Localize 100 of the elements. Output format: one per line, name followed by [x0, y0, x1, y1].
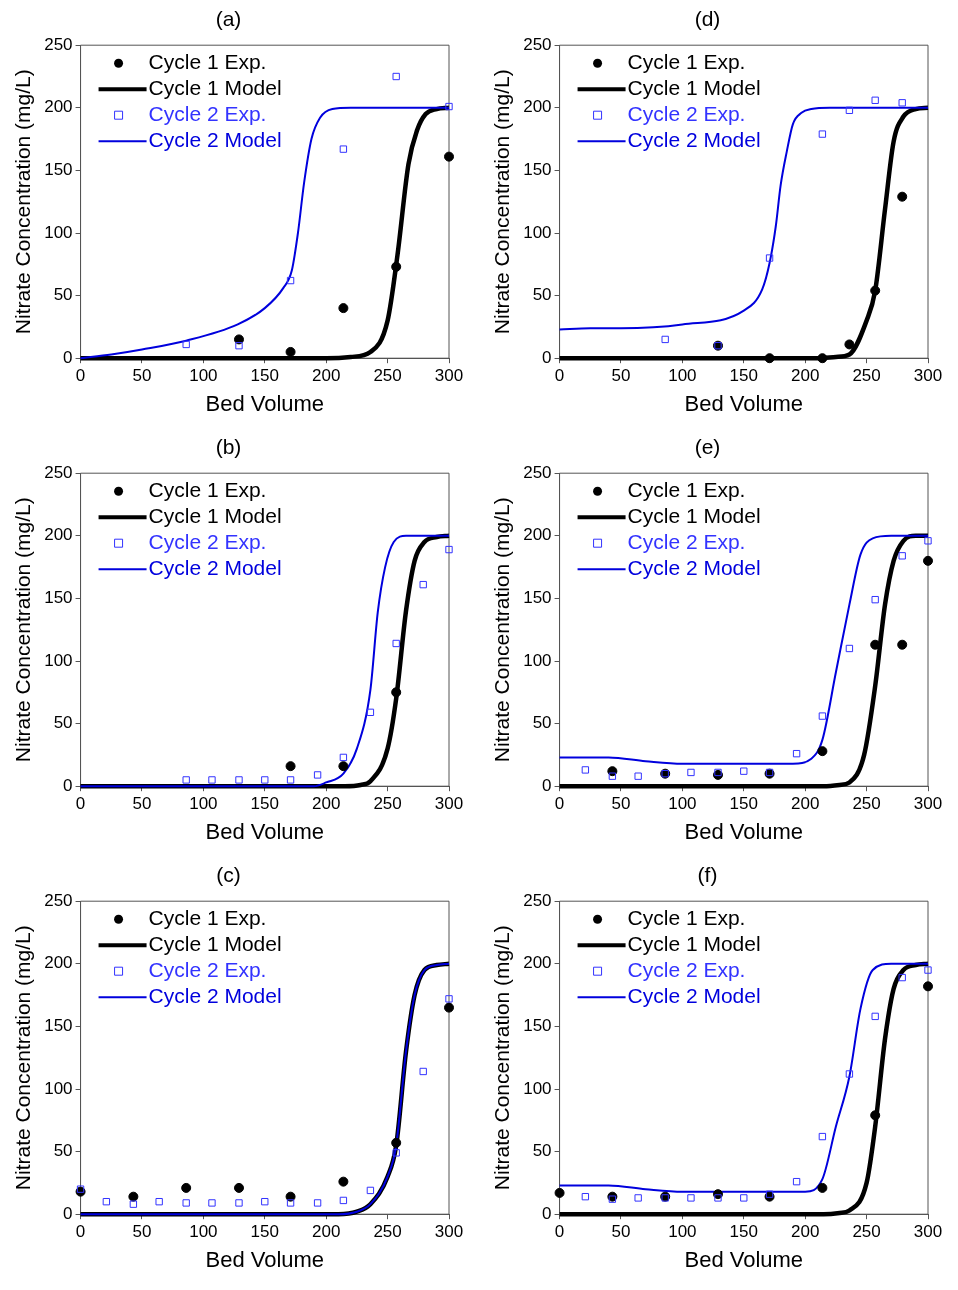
y-tick-label: 150: [44, 160, 73, 180]
y-tick-label: 50: [53, 1141, 73, 1161]
legend-label: Cycle 2 Model: [627, 556, 761, 579]
y-axis-title: Nitrate Concentration (mg/L): [490, 497, 514, 763]
y-tick-label: 250: [44, 34, 73, 54]
x-tick-label: 100: [668, 366, 697, 386]
legend-label: Cycle 2 Model: [148, 984, 282, 1007]
legend-label: Cycle 2 Exp.: [148, 530, 267, 553]
y-tick-label: 0: [63, 347, 73, 367]
y-tick-label: 150: [44, 1016, 73, 1036]
x-axis-title: Bed Volume: [205, 1246, 325, 1272]
y-tick-label: 50: [532, 713, 552, 733]
y-axis-title: Nitrate Concentration (mg/L): [11, 69, 35, 335]
x-tick-label: 100: [668, 1222, 697, 1242]
y-tick-label: 100: [523, 1078, 552, 1098]
legend-label: Cycle 2 Exp.: [148, 102, 267, 125]
legend-label: Cycle 2 Exp.: [627, 530, 746, 553]
x-axis-title: Bed Volume: [205, 390, 325, 416]
x-tick-label: 50: [611, 794, 631, 814]
x-tick-label: 200: [791, 794, 820, 814]
legend-label: Cycle 1 Exp.: [627, 478, 746, 501]
legend-label: Cycle 1 Exp.: [148, 906, 267, 929]
legend-label: Cycle 1 Model: [627, 932, 761, 955]
x-tick-label: 200: [312, 366, 341, 386]
y-tick-label: 200: [44, 525, 73, 545]
legend-label: Cycle 2 Model: [627, 128, 761, 151]
legend-label: Cycle 1 Exp.: [627, 50, 746, 73]
y-axis-title: Nitrate Concentration (mg/L): [490, 69, 514, 335]
legend-label: Cycle 2 Exp.: [627, 958, 746, 981]
x-tick-label: 300: [434, 1222, 464, 1242]
y-tick-label: 200: [523, 97, 552, 117]
x-tick-label: 50: [132, 1222, 152, 1242]
y-axis-title: Nitrate Concentration (mg/L): [490, 925, 514, 1191]
legend-label: Cycle 2 Exp.: [148, 958, 267, 981]
x-axis-title: Bed Volume: [205, 818, 325, 844]
y-tick-label: 150: [523, 160, 552, 180]
x-tick-label: 250: [373, 366, 402, 386]
legend-label: Cycle 2 Exp.: [627, 102, 746, 125]
x-tick-label: 150: [250, 366, 279, 386]
x-tick-label: 150: [250, 1222, 279, 1242]
legend-label: Cycle 1 Exp.: [148, 50, 267, 73]
y-tick-label: 100: [44, 1078, 73, 1098]
y-tick-label: 0: [542, 1203, 552, 1223]
chart-title: (c): [216, 863, 241, 887]
legend-label: Cycle 1 Model: [148, 76, 282, 99]
chart-title: (e): [694, 435, 721, 459]
x-tick-label: 200: [791, 1222, 820, 1242]
x-tick-label: 100: [189, 366, 218, 386]
y-tick-label: 0: [63, 775, 73, 795]
x-tick-label: 200: [312, 794, 341, 814]
x-tick-label: 50: [611, 366, 631, 386]
x-axis-title: Bed Volume: [684, 1246, 804, 1272]
legend-label: Cycle 1 Exp.: [627, 906, 746, 929]
y-tick-label: 250: [523, 462, 552, 482]
x-tick-label: 150: [729, 1222, 758, 1242]
x-tick-label: 300: [434, 366, 464, 386]
y-tick-label: 200: [523, 953, 552, 973]
y-tick-label: 150: [44, 588, 73, 608]
x-tick-label: 50: [611, 1222, 631, 1242]
x-tick-label: 150: [729, 366, 758, 386]
y-tick-label: 100: [44, 222, 73, 242]
y-tick-label: 250: [44, 462, 73, 482]
x-tick-label: 250: [373, 1222, 402, 1242]
legend-label: Cycle 2 Model: [148, 556, 282, 579]
y-tick-label: 150: [523, 588, 552, 608]
y-tick-label: 250: [523, 890, 552, 910]
legend-label: Cycle 1 Model: [148, 504, 282, 527]
x-tick-label: 50: [132, 366, 152, 386]
y-tick-label: 50: [532, 1141, 552, 1161]
chart-title: (f): [697, 863, 718, 887]
y-tick-label: 250: [44, 890, 73, 910]
y-tick-label: 50: [532, 285, 552, 305]
y-axis-title: Nitrate Concentration (mg/L): [11, 497, 35, 763]
x-tick-label: 300: [913, 366, 943, 386]
y-tick-label: 0: [542, 775, 552, 795]
x-axis-title: Bed Volume: [684, 390, 804, 416]
x-tick-label: 100: [189, 794, 218, 814]
x-tick-label: 250: [852, 1222, 881, 1242]
x-tick-label: 150: [729, 794, 758, 814]
legend-label: Cycle 1 Model: [627, 76, 761, 99]
x-tick-label: 250: [852, 794, 881, 814]
chart-title: (b): [215, 435, 242, 459]
y-tick-label: 200: [44, 97, 73, 117]
y-tick-label: 250: [523, 34, 552, 54]
y-tick-label: 0: [63, 1203, 73, 1223]
legend-label: Cycle 1 Model: [627, 504, 761, 527]
legend-label: Cycle 2 Model: [627, 984, 761, 1007]
y-tick-label: 0: [542, 347, 552, 367]
chart-title: (a): [215, 7, 242, 31]
y-tick-label: 100: [44, 650, 73, 670]
x-tick-label: 250: [852, 366, 881, 386]
y-tick-label: 200: [523, 525, 552, 545]
y-tick-label: 100: [523, 222, 552, 242]
x-axis-title: Bed Volume: [684, 818, 804, 844]
x-tick-label: 150: [250, 794, 279, 814]
x-tick-label: 200: [312, 1222, 341, 1242]
y-tick-label: 50: [53, 285, 73, 305]
x-tick-label: 300: [913, 1222, 943, 1242]
x-tick-label: 300: [434, 794, 464, 814]
y-tick-label: 50: [53, 713, 73, 733]
